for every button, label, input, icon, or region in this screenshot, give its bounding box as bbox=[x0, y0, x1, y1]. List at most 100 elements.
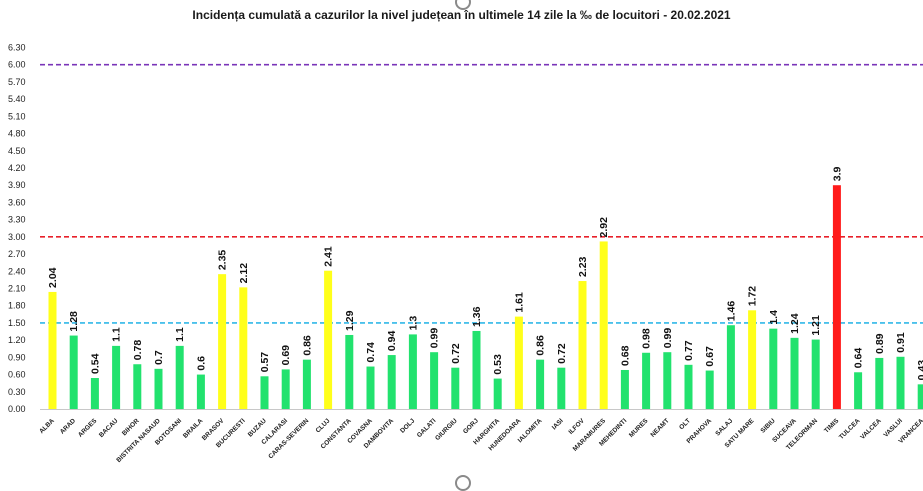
bar bbox=[621, 370, 629, 409]
x-tick-label: ARAD bbox=[59, 417, 77, 435]
y-tick-label: 0.00 bbox=[8, 404, 26, 414]
bar bbox=[833, 185, 841, 409]
y-tick-label: 1.80 bbox=[8, 301, 26, 311]
bar bbox=[536, 360, 544, 409]
bar bbox=[748, 310, 756, 409]
bar bbox=[557, 368, 565, 409]
data-label: 1.21 bbox=[810, 315, 822, 336]
data-label: 0.67 bbox=[704, 346, 716, 367]
y-tick-label: 5.70 bbox=[8, 77, 26, 87]
data-label: 1.29 bbox=[344, 310, 356, 331]
resize-handle-bottom[interactable] bbox=[455, 475, 471, 491]
data-label: 1.24 bbox=[789, 313, 801, 334]
bar bbox=[918, 384, 923, 409]
bar bbox=[727, 325, 735, 409]
data-label: 0.64 bbox=[853, 348, 865, 369]
x-tick-label: GORJ bbox=[462, 417, 480, 435]
bar bbox=[875, 358, 883, 409]
bar bbox=[706, 371, 714, 409]
y-tick-label: 1.50 bbox=[8, 318, 26, 328]
y-tick-label: 0.90 bbox=[8, 352, 26, 362]
y-tick-label: 0.60 bbox=[8, 370, 26, 380]
data-label: 0.69 bbox=[280, 345, 292, 366]
x-tick-label: SIBIU bbox=[760, 417, 777, 434]
data-label: 1.4 bbox=[768, 310, 780, 325]
data-label: 0.57 bbox=[259, 352, 271, 373]
data-label: 2.23 bbox=[577, 256, 589, 277]
bar bbox=[642, 353, 650, 409]
bar bbox=[218, 274, 226, 409]
x-tick-label: NEAMT bbox=[649, 417, 670, 438]
x-tick-label: TULCEA bbox=[838, 417, 862, 441]
x-tick-label: OLT bbox=[678, 417, 692, 431]
x-tick-label: TIMIS bbox=[823, 417, 841, 435]
bar bbox=[791, 338, 799, 409]
data-label: 3.9 bbox=[831, 166, 843, 181]
data-label: 2.35 bbox=[217, 250, 229, 271]
y-tick-label: 6.00 bbox=[8, 60, 26, 70]
data-label: 2.92 bbox=[598, 217, 610, 238]
y-axis: 0.000.300.600.901.201.501.802.102.402.70… bbox=[8, 43, 26, 415]
data-label: 2.41 bbox=[323, 246, 335, 267]
y-tick-label: 2.70 bbox=[8, 249, 26, 259]
y-tick-label: 5.40 bbox=[8, 94, 26, 104]
data-label: 0.86 bbox=[301, 335, 313, 356]
data-label: 0.98 bbox=[641, 328, 653, 349]
bar bbox=[600, 241, 608, 409]
bar bbox=[239, 287, 247, 409]
x-tick-label: ARGES bbox=[77, 417, 99, 439]
data-label: 1.3 bbox=[407, 316, 419, 331]
x-tick-label: VALCEA bbox=[859, 417, 883, 441]
bar bbox=[769, 329, 777, 409]
y-tick-label: 5.10 bbox=[8, 111, 26, 121]
bar bbox=[897, 357, 905, 409]
y-tick-label: 3.30 bbox=[8, 215, 26, 225]
data-label: 0.86 bbox=[535, 335, 547, 356]
bar bbox=[261, 376, 269, 409]
data-label: 1.28 bbox=[68, 311, 80, 332]
data-label: 0.68 bbox=[619, 345, 631, 366]
bar bbox=[324, 271, 332, 409]
y-tick-label: 4.50 bbox=[8, 146, 26, 156]
bar bbox=[176, 346, 184, 409]
x-tick-label: SALAJ bbox=[714, 417, 734, 437]
y-tick-label: 2.10 bbox=[8, 284, 26, 294]
bar bbox=[91, 378, 99, 409]
bar bbox=[303, 360, 311, 409]
data-label: 0.72 bbox=[450, 343, 462, 364]
y-tick-label: 4.20 bbox=[8, 163, 26, 173]
data-label: 0.78 bbox=[132, 340, 144, 361]
y-tick-label: 6.30 bbox=[8, 43, 26, 53]
y-tick-label: 3.90 bbox=[8, 180, 26, 190]
bar bbox=[430, 352, 438, 409]
data-label: 0.54 bbox=[89, 353, 101, 374]
bar bbox=[473, 331, 481, 409]
data-label: 0.72 bbox=[556, 343, 568, 364]
data-label: 1.36 bbox=[471, 306, 483, 327]
x-tick-label: CARAS-SEVERIN bbox=[267, 417, 310, 460]
y-tick-label: 3.60 bbox=[8, 197, 26, 207]
x-tick-label: ILFOV bbox=[567, 417, 586, 436]
bar bbox=[451, 368, 459, 409]
bar bbox=[685, 365, 693, 409]
data-label: 0.77 bbox=[683, 340, 695, 361]
bar bbox=[49, 292, 57, 409]
y-tick-label: 4.80 bbox=[8, 129, 26, 139]
bar bbox=[494, 379, 502, 409]
x-tick-label: IASI bbox=[551, 417, 565, 431]
bar bbox=[812, 340, 820, 409]
data-label: 2.12 bbox=[238, 263, 250, 284]
data-label: 0.43 bbox=[916, 360, 923, 381]
data-label: 0.99 bbox=[662, 328, 674, 349]
bar bbox=[579, 281, 587, 409]
data-label: 1.1 bbox=[174, 327, 186, 342]
bar bbox=[282, 369, 290, 409]
bar bbox=[388, 355, 396, 409]
y-tick-label: 1.20 bbox=[8, 335, 26, 345]
bar bbox=[133, 364, 141, 409]
bars bbox=[49, 185, 923, 409]
data-label: 0.53 bbox=[492, 354, 504, 375]
threshold-lines bbox=[40, 65, 923, 323]
y-tick-label: 0.30 bbox=[8, 387, 26, 397]
